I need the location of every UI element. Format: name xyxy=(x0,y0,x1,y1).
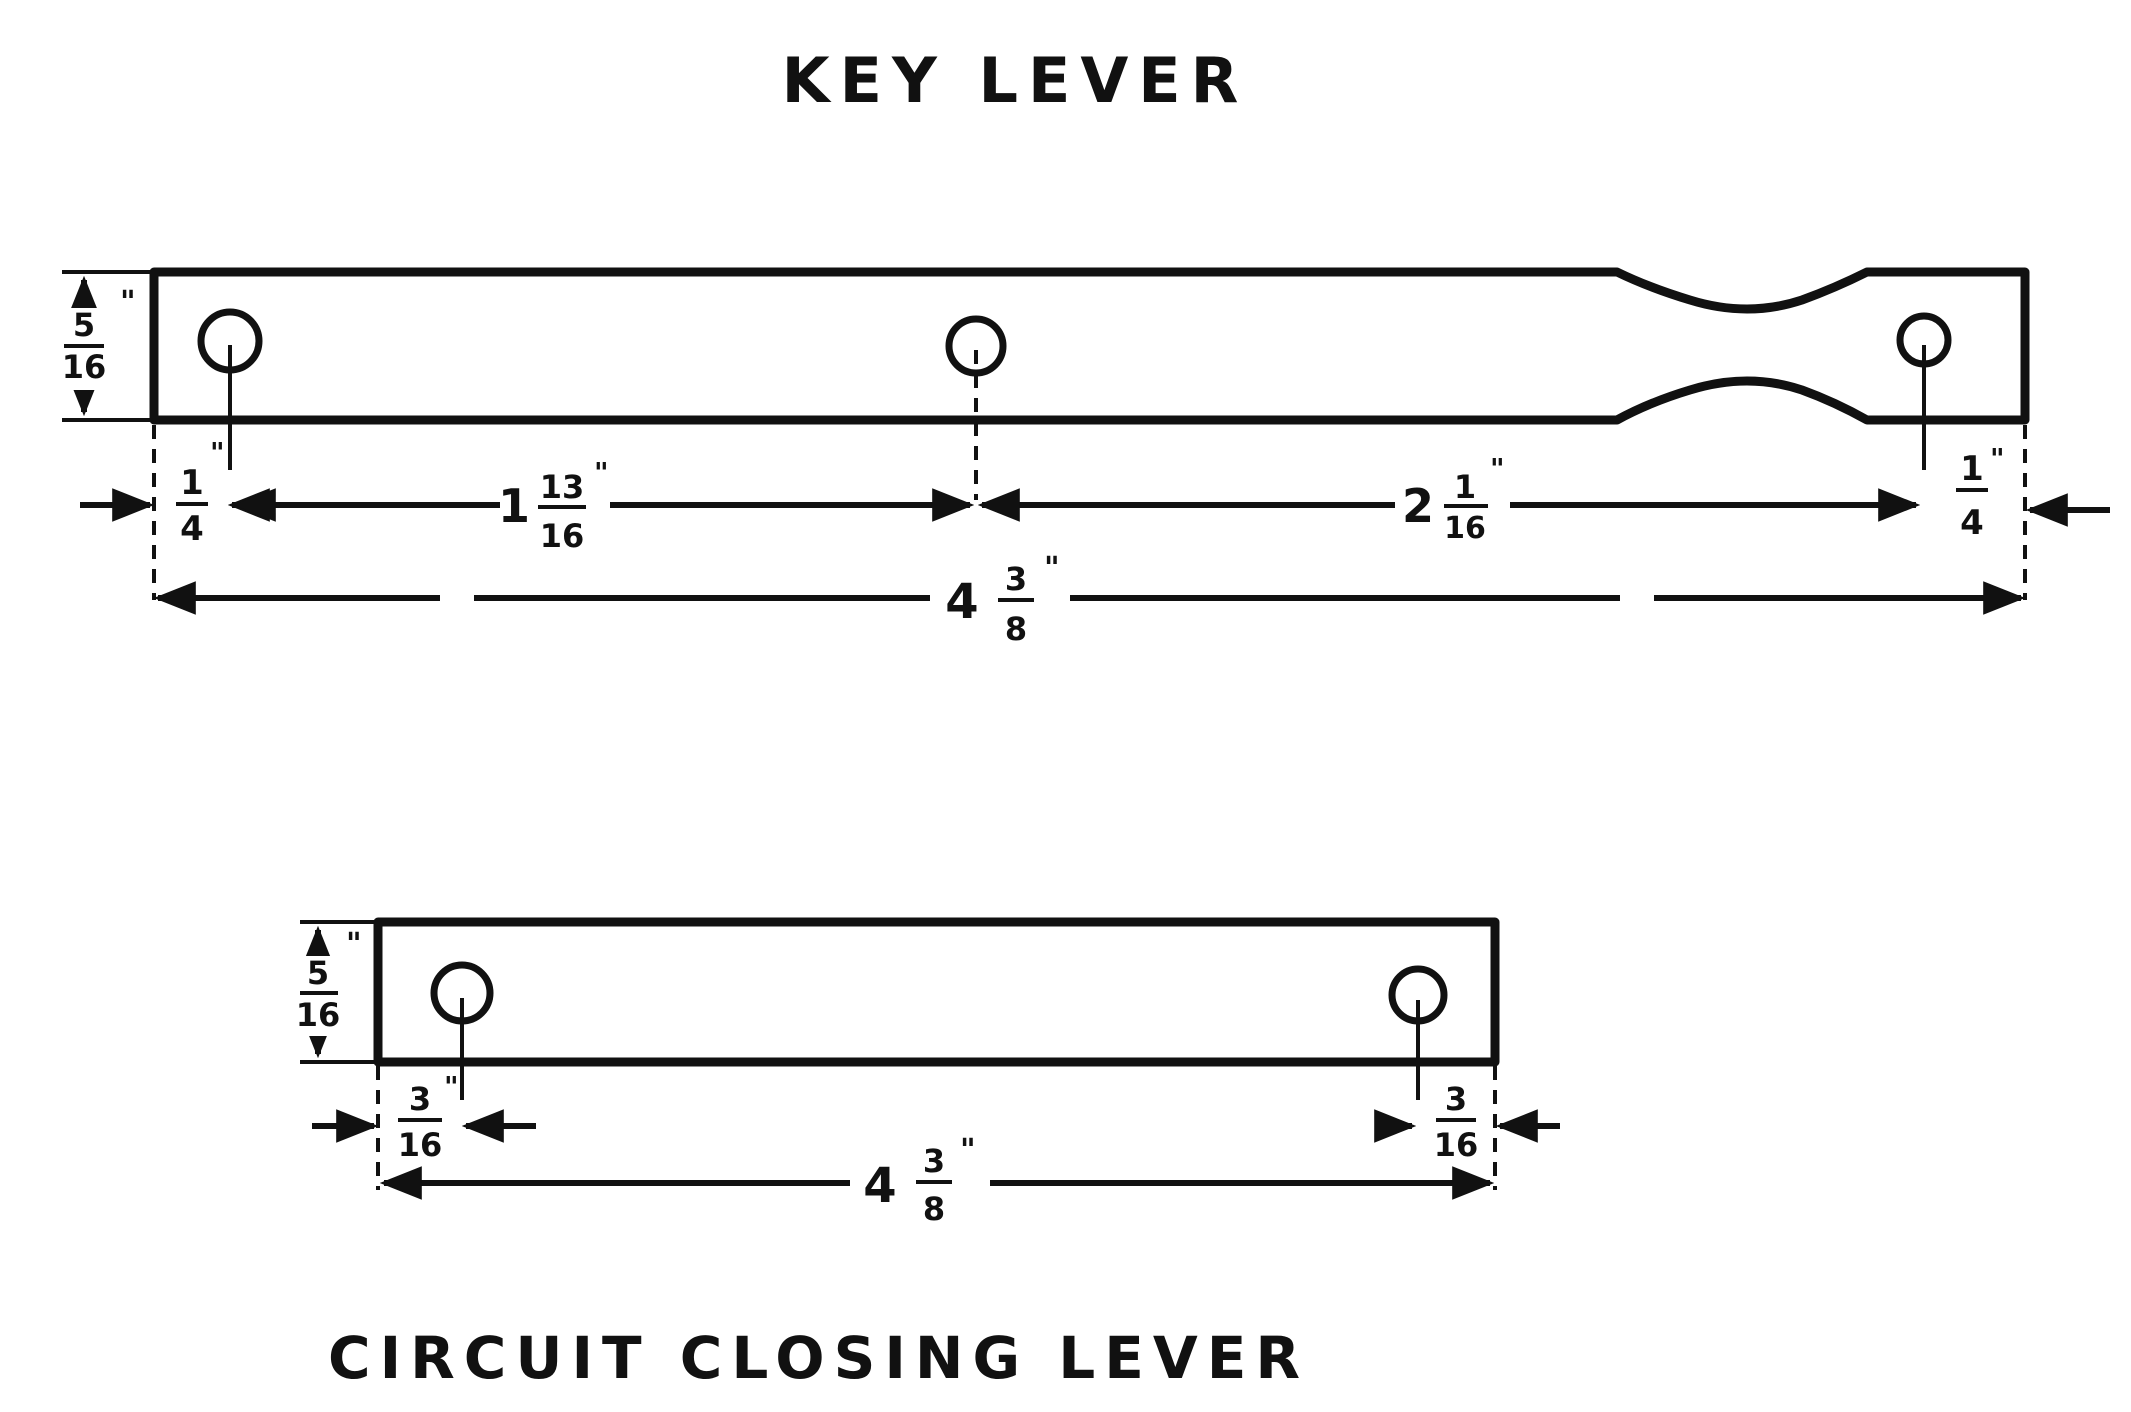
key-lever-right-offset-numerator: 1 xyxy=(1960,449,1984,489)
circuit-closing-lever-left-offset-dimension: 3 16 " xyxy=(312,1070,536,1164)
circuit-closing-lever-overall-whole: 4 xyxy=(863,1158,896,1214)
key-lever-hole-middle xyxy=(945,315,1007,377)
circuit-closing-lever-overall-dimension: 4 3 8 " xyxy=(379,1133,1495,1228)
key-lever-width-unit: " xyxy=(120,285,136,320)
key-lever-spacing1-unit: " xyxy=(594,456,609,489)
circuit-closing-lever-width-unit: " xyxy=(346,927,362,962)
key-lever-overall-numerator: 3 xyxy=(1005,560,1027,598)
key-lever-right-offset-denominator: 4 xyxy=(1960,503,1984,543)
circuit-closing-lever-right-offset-numerator: 3 xyxy=(1445,1080,1467,1118)
key-lever-width-denominator: 16 xyxy=(62,348,107,386)
key-lever-left-offset-unit: " xyxy=(210,436,225,469)
key-lever-right-offset-unit: " xyxy=(1990,442,2005,475)
key-lever-left-offset-denominator: 4 xyxy=(180,509,204,549)
key-lever-left-offset-numerator: 1 xyxy=(180,463,204,503)
circuit-closing-lever-width-numerator: 5 xyxy=(307,954,329,992)
circuit-closing-lever-left-offset-unit: " xyxy=(444,1070,459,1103)
key-lever-spacing2-denominator: 16 xyxy=(1444,511,1486,546)
circuit-closing-lever-overall-unit: " xyxy=(960,1133,976,1168)
key-lever-part xyxy=(149,267,2030,600)
key-lever-spacing2-numerator: 1 xyxy=(1454,468,1476,506)
circuit-closing-lever-right-offset-dimension: 3 16 xyxy=(1374,1080,1560,1164)
key-lever-overall-denominator: 8 xyxy=(1005,610,1027,648)
key-lever-spacing1-dimension: 1 13 16 " xyxy=(233,456,975,555)
circuit-closing-lever-title: CIRCUIT CLOSING LEVER xyxy=(328,1324,1309,1392)
circuit-closing-lever-part xyxy=(373,917,1500,1190)
key-lever-width-numerator: 5 xyxy=(73,306,95,344)
key-lever-spacing2-unit: " xyxy=(1490,452,1505,485)
key-lever-left-offset-dimension: 1 4 " xyxy=(80,436,340,549)
key-lever-width-dimension: 5 16 " xyxy=(60,270,150,422)
key-lever-spacing2-whole: 2 xyxy=(1402,479,1434,533)
circuit-closing-lever-overall-denominator: 8 xyxy=(923,1190,945,1228)
key-lever-spacing2-dimension: 2 1 16 " xyxy=(977,452,1921,546)
key-lever-overall-whole: 4 xyxy=(945,574,978,630)
key-lever-title: KEY LEVER xyxy=(782,44,1249,117)
circuit-closing-lever-outline xyxy=(373,917,1500,1067)
key-lever-outline xyxy=(149,267,2030,425)
key-lever-spacing1-numerator: 13 xyxy=(540,468,585,506)
circuit-closing-lever-left-offset-denominator: 16 xyxy=(398,1126,443,1164)
key-lever-spacing1-whole: 1 xyxy=(498,479,530,533)
key-lever-overall-dimension: 4 3 8 " xyxy=(153,551,2026,648)
circuit-closing-lever-overall-numerator: 3 xyxy=(923,1142,945,1180)
key-lever-overall-unit: " xyxy=(1044,551,1060,586)
circuit-closing-lever-right-offset-denominator: 16 xyxy=(1434,1126,1479,1164)
key-lever-spacing1-denominator: 16 xyxy=(540,517,585,555)
circuit-closing-lever-width-dimension: 5 16 " xyxy=(296,920,374,1064)
key-lever-right-offset-dimension: 1 4 " xyxy=(1956,442,2110,543)
circuit-closing-lever-width-denominator: 16 xyxy=(296,996,341,1034)
circuit-closing-lever-left-offset-numerator: 3 xyxy=(409,1080,431,1118)
